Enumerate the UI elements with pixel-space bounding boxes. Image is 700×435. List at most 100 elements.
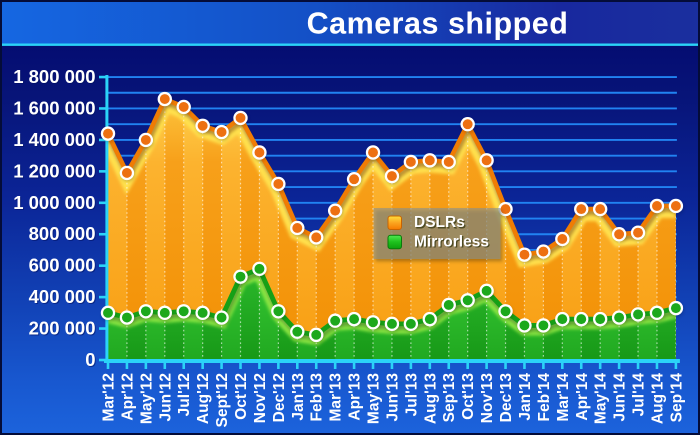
legend-label-shadow: Mirrorless bbox=[415, 235, 490, 252]
mirrorless-marker bbox=[178, 306, 189, 317]
dslrs-legend-swatch bbox=[387, 215, 402, 230]
dslr-marker bbox=[216, 127, 227, 138]
x-tick-label: Mar'12 bbox=[101, 373, 118, 422]
dslr-marker bbox=[159, 94, 170, 104]
mirrorless-marker bbox=[670, 303, 681, 314]
y-tick-label-shadow: 1 400 000 bbox=[14, 130, 96, 151]
x-tick-label: Sept'12 bbox=[214, 373, 231, 428]
y-tick-label: 1 400 000 bbox=[13, 129, 95, 150]
mirrorless-marker bbox=[140, 306, 151, 317]
x-tick-label: Nov'12 bbox=[252, 373, 269, 423]
x-tick-label: Jul'14 bbox=[631, 373, 648, 417]
dslr-marker bbox=[614, 229, 625, 240]
mirrorless-marker bbox=[519, 320, 530, 331]
y-tick-label-shadow: 800 000 bbox=[30, 224, 97, 245]
x-tick-label: Jun'14 bbox=[612, 373, 629, 422]
mirrorless-marker bbox=[462, 295, 473, 306]
dslr-marker bbox=[103, 128, 113, 139]
mirrorless-marker bbox=[576, 314, 587, 325]
mirrorless-marker bbox=[443, 300, 454, 310]
dslr-marker bbox=[311, 232, 322, 243]
dslr-marker bbox=[462, 119, 473, 130]
x-tick-label: Aug'12 bbox=[195, 373, 212, 424]
mirrorless-marker bbox=[614, 312, 625, 323]
legend-label-shadow: DSLRs bbox=[415, 215, 466, 232]
dslr-marker bbox=[140, 134, 151, 145]
page-title: Cameras shipped bbox=[307, 7, 569, 41]
mirrorless-marker bbox=[368, 317, 378, 328]
y-tick-label-shadow: 1 000 000 bbox=[14, 193, 96, 214]
dslr-marker bbox=[273, 178, 284, 189]
dslr-marker bbox=[595, 204, 606, 215]
x-tick-label: Jul'12 bbox=[176, 373, 193, 416]
y-tick-label: 400 000 bbox=[29, 286, 96, 307]
y-tick-label: 1 200 000 bbox=[13, 160, 95, 181]
title-separator-line bbox=[0, 43, 700, 46]
dslr-marker bbox=[349, 174, 360, 185]
dslr-marker bbox=[519, 249, 530, 260]
x-tick-label: Apr'12 bbox=[119, 373, 136, 421]
x-tick-label: Apr'14 bbox=[574, 373, 591, 421]
title-band bbox=[0, 0, 700, 44]
dslr-marker bbox=[178, 101, 189, 112]
mirrorless-marker bbox=[103, 307, 113, 318]
x-tick-label: Sep'14 bbox=[668, 373, 685, 423]
x-tick-label: Jun'12 bbox=[157, 373, 174, 421]
x-tick-label: Nov'13 bbox=[479, 373, 496, 424]
x-tick-label: May'13 bbox=[366, 373, 383, 424]
mirrorless-marker bbox=[235, 271, 246, 282]
mirrorless-marker bbox=[121, 312, 132, 323]
mirrorless-marker bbox=[273, 306, 284, 317]
mirrorless-marker bbox=[254, 263, 265, 274]
mirrorless-marker bbox=[652, 307, 662, 318]
mirrorless-marker bbox=[349, 314, 360, 325]
y-tick-label-shadow: 0 bbox=[86, 350, 96, 371]
y-tick-label-shadow: 1 600 000 bbox=[14, 98, 96, 119]
x-tick-label: Sep'13 bbox=[441, 373, 458, 423]
mirrorless-marker bbox=[595, 314, 606, 325]
dslr-marker bbox=[235, 112, 246, 123]
mirrorless-marker bbox=[292, 326, 303, 337]
x-tick-label: May'14 bbox=[593, 373, 610, 424]
x-tick-label: Jun'13 bbox=[384, 373, 401, 422]
y-tick-label: 200 000 bbox=[29, 318, 96, 339]
dslr-marker bbox=[121, 167, 132, 178]
column-stripe bbox=[145, 99, 166, 363]
mirrorless-marker bbox=[311, 329, 322, 340]
y-tick-label-shadow: 200 000 bbox=[30, 319, 97, 340]
x-tick-label: Apr'13 bbox=[347, 373, 364, 421]
x-tick-label: Oct'12 bbox=[233, 373, 250, 420]
legend-label-dslrs: DSLRs bbox=[414, 214, 465, 231]
y-tick-label-shadow: 1 800 000 bbox=[14, 67, 96, 88]
dslr-marker bbox=[254, 147, 265, 158]
y-tick-label: 1 000 000 bbox=[13, 192, 95, 213]
mirrorless-markers bbox=[100, 261, 684, 344]
x-tick-label: Aug'13 bbox=[422, 373, 439, 424]
mirrorless-marker bbox=[216, 312, 227, 323]
column-stripe bbox=[202, 99, 223, 363]
x-tick-label: Jan'13 bbox=[290, 373, 307, 421]
dslr-marker bbox=[500, 204, 511, 215]
y-tick-label-shadow: 400 000 bbox=[30, 287, 97, 308]
mirrorless-marker bbox=[330, 315, 341, 326]
dslr-markers bbox=[100, 91, 684, 264]
dslr-marker bbox=[557, 234, 568, 244]
dslr-marker bbox=[387, 171, 397, 182]
mirrorless-marker bbox=[387, 318, 397, 329]
mirrorless-marker bbox=[481, 285, 492, 296]
y-tick-label-shadow: 600 000 bbox=[30, 256, 97, 277]
dslr-marker bbox=[538, 246, 549, 257]
x-tick-label: Jul'13 bbox=[403, 373, 420, 417]
x-tick-label: Dec'12 bbox=[271, 373, 288, 422]
mirrorless-marker bbox=[500, 306, 511, 317]
dslr-marker bbox=[197, 120, 208, 131]
mirrorless-marker bbox=[557, 314, 568, 325]
legend-label-mirrorless: Mirrorless bbox=[414, 233, 489, 250]
column-stripe bbox=[164, 99, 185, 363]
x-axis-labels: Mar'12 Apr'12 May'12 Jun'12 Jul'12 Aug'12 Sept… bbox=[101, 373, 686, 428]
x-tick-label: May'12 bbox=[138, 373, 155, 424]
dslr-marker bbox=[424, 155, 435, 166]
